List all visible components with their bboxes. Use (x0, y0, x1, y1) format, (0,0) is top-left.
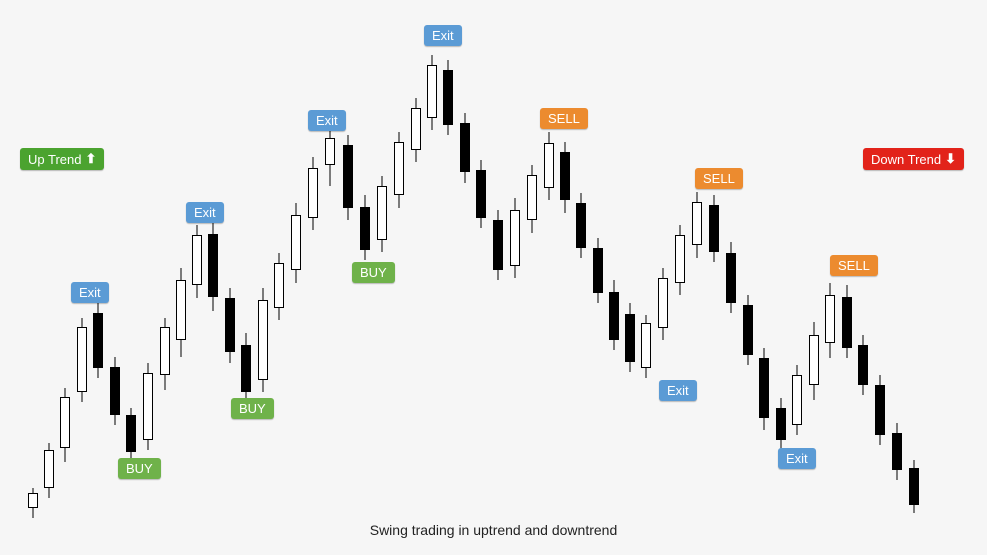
candle (93, 302, 103, 378)
candle (192, 225, 202, 298)
exit-badge: Exit (71, 282, 109, 303)
arrow-up-icon: ⬆ (85, 151, 96, 167)
candle (427, 55, 437, 130)
badge-label: Exit (786, 451, 808, 466)
candle (609, 280, 619, 350)
exit-badge: Exit (778, 448, 816, 469)
badge-label: Exit (667, 383, 689, 398)
candle (892, 423, 902, 480)
badge-label: SELL (548, 111, 580, 126)
candle (809, 322, 819, 400)
exit-badge: Exit (308, 110, 346, 131)
chart-caption: Swing trading in uptrend and downtrend (0, 522, 987, 538)
candle (308, 157, 318, 230)
candle (44, 443, 54, 498)
candle (544, 132, 554, 200)
candle (675, 225, 685, 295)
badge-label: BUY (360, 265, 387, 280)
candle (377, 176, 387, 252)
candle (325, 128, 335, 186)
badge-label: BUY (126, 461, 153, 476)
candle (343, 135, 353, 220)
candle (842, 285, 852, 358)
candle (360, 195, 370, 260)
candle (28, 488, 38, 518)
candle (726, 242, 736, 313)
candle (858, 335, 868, 395)
candle (60, 388, 70, 462)
candle (460, 113, 470, 183)
badge-label: Up Trend (28, 152, 81, 167)
candle (641, 315, 651, 378)
candle (143, 363, 153, 450)
chart-stage: Swing trading in uptrend and downtrend Up… (0, 0, 987, 555)
candle (759, 348, 769, 430)
candle (208, 222, 218, 311)
badge-label: SELL (838, 258, 870, 273)
candle (593, 238, 603, 303)
candle (560, 142, 570, 213)
candle (875, 375, 885, 445)
exit-badge: Exit (424, 25, 462, 46)
candle (110, 357, 120, 425)
candle (394, 132, 404, 208)
candle (743, 295, 753, 365)
candle (493, 210, 503, 280)
badge-label: Exit (316, 113, 338, 128)
candle (692, 192, 702, 258)
candle (291, 203, 301, 283)
down-trend-badge: Down Trend ⬇ (863, 148, 964, 170)
sell-badge: SELL (830, 255, 878, 276)
badge-label: Exit (79, 285, 101, 300)
candle (709, 195, 719, 262)
candle (241, 333, 251, 403)
up-trend-badge: Up Trend ⬆ (20, 148, 104, 170)
candle (274, 253, 284, 320)
candle (160, 318, 170, 390)
candle (510, 198, 520, 278)
badge-label: Exit (432, 28, 454, 43)
candle (443, 60, 453, 135)
candle (576, 193, 586, 258)
candle (126, 408, 136, 462)
sell-badge: SELL (540, 108, 588, 129)
sell-badge: SELL (695, 168, 743, 189)
exit-badge: Exit (659, 380, 697, 401)
candle (776, 398, 786, 450)
candle (411, 98, 421, 162)
badge-label: BUY (239, 401, 266, 416)
candle (476, 160, 486, 228)
candle (792, 365, 802, 435)
candle (825, 283, 835, 358)
candle (909, 460, 919, 513)
badge-label: SELL (703, 171, 735, 186)
candle (176, 268, 186, 357)
buy-badge: BUY (352, 262, 395, 283)
badge-label: Exit (194, 205, 216, 220)
candle (658, 268, 668, 340)
arrow-down-icon: ⬇ (945, 151, 956, 167)
exit-badge: Exit (186, 202, 224, 223)
candle (527, 165, 537, 233)
buy-badge: BUY (231, 398, 274, 419)
badge-label: Down Trend (871, 152, 941, 167)
buy-badge: BUY (118, 458, 161, 479)
candle (258, 288, 268, 392)
candle (77, 318, 87, 402)
candle (625, 303, 635, 372)
candle (225, 288, 235, 363)
